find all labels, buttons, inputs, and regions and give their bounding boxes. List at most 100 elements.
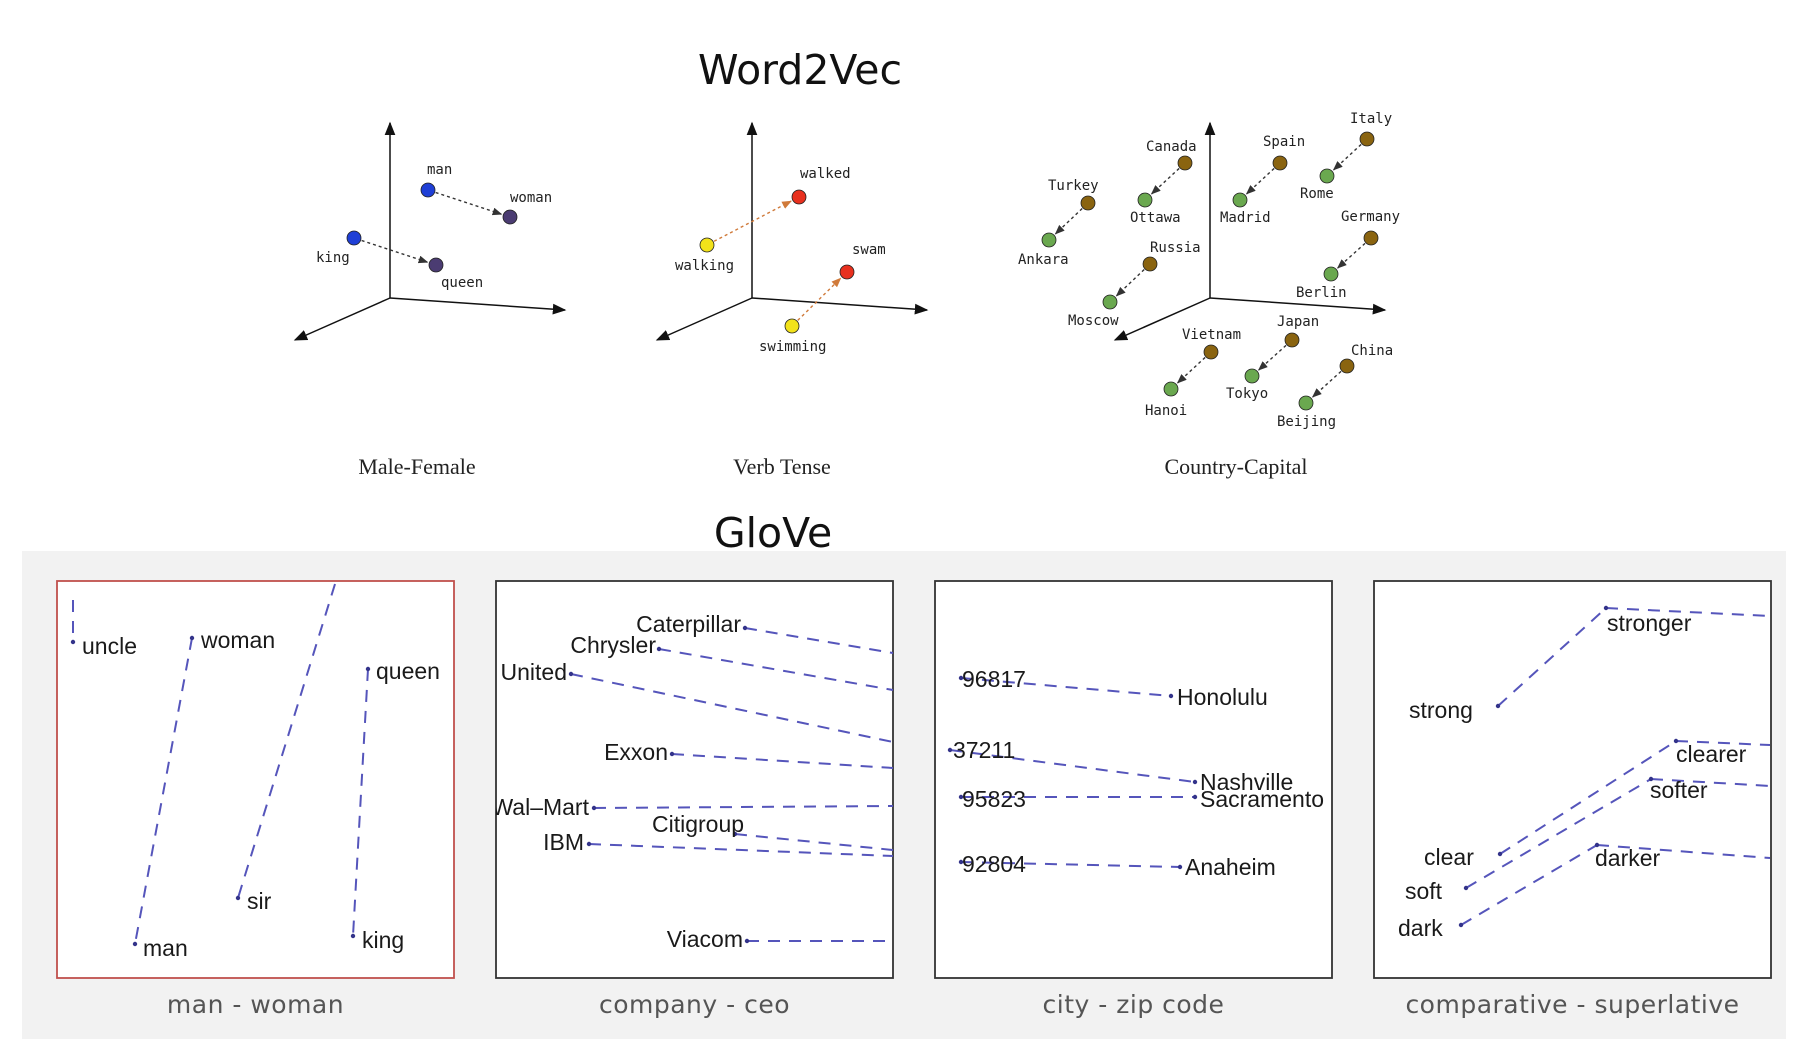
relation-line <box>1465 778 1652 889</box>
point-capital <box>1137 192 1153 208</box>
word-point <box>1463 885 1469 891</box>
capital-label: Tokyo <box>1226 386 1268 402</box>
pair-arrow <box>797 277 842 321</box>
relation-line <box>1460 844 1598 926</box>
word-label: soft <box>1405 878 1443 904</box>
relation-line <box>352 668 369 937</box>
pair-arrow <box>1115 269 1145 297</box>
word-label: queen <box>376 658 440 684</box>
point-queen <box>428 257 444 273</box>
point-capital <box>1244 368 1260 384</box>
pair-arrow <box>361 239 429 264</box>
word2vec-panels: Male-Female man woman king queen Verb Tense wa… <box>293 111 1400 479</box>
word-label: dark <box>1398 915 1443 941</box>
pair-arrow <box>1336 242 1366 269</box>
panel-caption: Male-Female <box>358 454 475 479</box>
axis-x <box>1209 297 1387 315</box>
point-label: woman <box>510 190 552 206</box>
point-capital <box>1232 192 1248 208</box>
relation-line <box>671 753 893 769</box>
capital-label: Rome <box>1300 186 1334 202</box>
axis-z <box>293 297 391 341</box>
word-point <box>1192 794 1198 800</box>
relation-line <box>1497 607 1607 707</box>
word-point <box>1458 922 1464 928</box>
point-walking <box>699 237 715 253</box>
panel-caption: city - zip code <box>1043 990 1225 1019</box>
word-label: Chrysler <box>570 632 656 658</box>
word-label: 96817 <box>962 666 1026 692</box>
glove-plot-frame <box>56 580 455 979</box>
pair-arrow <box>1332 143 1362 171</box>
point-country <box>1339 358 1355 374</box>
word-point <box>744 938 750 944</box>
word-label: sir <box>247 888 272 914</box>
glove-panel-3: 96817 Honolulu 37211 Nashville 95823 Sacramen… <box>934 580 1333 1019</box>
panel-caption: company - ceo <box>599 990 790 1019</box>
relation-line <box>1499 740 1677 855</box>
word-point <box>1495 703 1501 709</box>
relation-line <box>658 648 893 691</box>
word-label: IBM <box>543 829 584 855</box>
word-point <box>1168 693 1174 699</box>
relation-line <box>1605 607 1771 617</box>
country-label: Germany <box>1341 209 1400 225</box>
word-label: 92804 <box>962 851 1026 877</box>
point-swam <box>839 264 855 280</box>
capital-label: Ottawa <box>1130 210 1181 226</box>
point-label: walked <box>800 166 851 182</box>
word2vec-title: Word2Vec <box>698 46 902 94</box>
capital-label: Berlin <box>1296 285 1347 301</box>
point-capital <box>1323 266 1339 282</box>
pair-arrow <box>435 191 503 216</box>
country-label: Vietnam <box>1182 327 1241 343</box>
point-capital <box>1041 232 1057 248</box>
glove-panel-1: uncle woman queen sir man king man - woman <box>56 580 455 1019</box>
word-label: Citigroup <box>652 811 744 837</box>
point-king <box>346 230 362 246</box>
point-label: swimming <box>759 339 826 355</box>
relation-line <box>744 627 893 654</box>
word-point <box>656 646 662 652</box>
country-label: China <box>1351 343 1393 359</box>
word-point <box>365 666 371 672</box>
word-point <box>742 625 748 631</box>
point-country <box>1363 230 1379 246</box>
point-woman <box>502 209 518 225</box>
pair-arrow <box>713 200 792 242</box>
word-label: clearer <box>1676 741 1747 767</box>
country-label: Spain <box>1263 134 1305 150</box>
point-capital <box>1102 294 1118 310</box>
relation-line <box>1675 740 1771 746</box>
point-label: walking <box>675 258 734 274</box>
word-point <box>189 635 195 641</box>
word-label: strong <box>1409 697 1473 723</box>
point-swimming <box>784 318 800 334</box>
point-walked <box>791 189 807 205</box>
word-point <box>350 933 356 939</box>
axis-z <box>655 297 753 341</box>
country-label: Italy <box>1350 111 1392 127</box>
word-point <box>132 941 138 947</box>
word-point <box>70 639 76 645</box>
relation-line <box>960 861 1181 868</box>
word-label: stronger <box>1607 610 1692 636</box>
glove-panels: uncle woman queen sir man king man - woman Cate… <box>56 580 1772 1019</box>
panel-caption: Country-Capital <box>1165 454 1308 479</box>
word-label: Viacom <box>667 926 743 952</box>
word-label: woman <box>200 627 275 653</box>
word2vec-panel-3: Country-Capital Italy Rome Spain Madrid Canad… <box>1018 111 1400 479</box>
point-capital <box>1298 395 1314 411</box>
word2vec-panel-1: Male-Female man woman king queen <box>293 121 567 479</box>
word-label: darker <box>1595 845 1661 871</box>
word-label: Anaheim <box>1185 854 1276 880</box>
point-capital <box>1319 168 1335 184</box>
relation-line <box>570 673 893 743</box>
relation-line <box>960 677 1172 697</box>
word-point <box>1192 779 1198 785</box>
pair-arrow <box>1311 370 1342 398</box>
word-label: Nashville <box>1200 769 1293 795</box>
glove-plot-area: stronger strong clearer softer clear soft dark… <box>1398 605 1771 941</box>
point-country <box>1203 344 1219 360</box>
